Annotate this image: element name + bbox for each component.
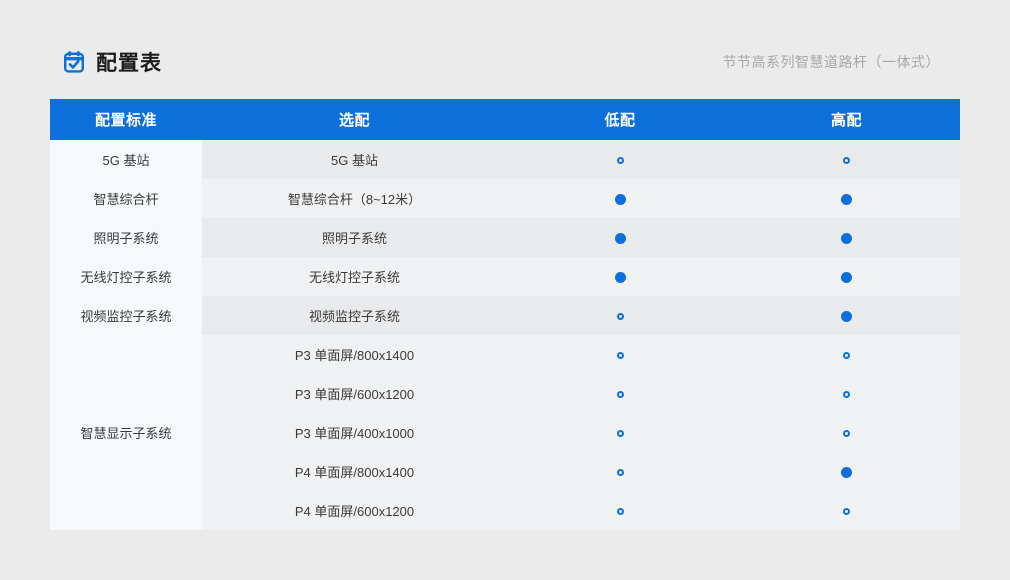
page-header: 配置表 节节高系列智慧道路杆（一体式）: [62, 47, 940, 77]
hollow-dot-icon: [616, 313, 624, 321]
table-row: 无线灯控子系统 无线灯控子系统: [50, 257, 960, 296]
option-cell: 照明子系统: [202, 218, 507, 257]
high-config-cell: [733, 140, 960, 179]
table-row: P3 单面屏/400x1000: [50, 413, 960, 452]
hollow-dot-icon: [843, 157, 850, 165]
table-row: 视频监控子系统 视频监控子系统: [50, 296, 960, 335]
high-config-cell: [733, 452, 960, 491]
option-cell: P3 单面屏/800x1400: [202, 335, 507, 374]
filled-dot-icon: [841, 467, 852, 479]
low-config-cell: [507, 257, 733, 296]
filled-dot-icon: [614, 272, 626, 284]
filled-dot-icon: [614, 194, 626, 206]
config-standard-cell: 照明子系统: [50, 218, 202, 257]
high-config-cell: [733, 218, 960, 257]
low-config-cell: [507, 491, 733, 530]
hollow-dot-icon: [843, 391, 850, 399]
option-cell: P4 单面屏/600x1200: [202, 491, 507, 530]
high-config-cell: [733, 335, 960, 374]
table-row: 智慧显示子系统 P3 单面屏/800x1400: [50, 335, 960, 530]
low-config-cell: [507, 140, 733, 179]
filled-dot-icon: [841, 194, 852, 206]
table-row: P3 单面屏/600x1200: [50, 374, 960, 413]
config-standard-cell: 5G 基站: [50, 140, 202, 179]
filled-dot-icon: [841, 233, 852, 245]
filled-dot-icon: [614, 233, 626, 245]
page-subtitle: 节节高系列智慧道路杆（一体式）: [722, 54, 940, 70]
option-cell: P3 单面屏/600x1200: [202, 374, 507, 413]
hollow-dot-icon: [616, 157, 624, 165]
low-config-cell: [507, 413, 733, 452]
hollow-dot-icon: [843, 352, 850, 360]
hollow-dot-icon: [616, 430, 624, 438]
high-config-cell: [733, 257, 960, 296]
low-config-cell: [507, 452, 733, 491]
config-standard-cell: 智慧综合杆: [50, 179, 202, 218]
hollow-dot-icon: [843, 508, 850, 516]
table-header-row: 配置标准 选配 低配 高配: [50, 99, 960, 140]
calendar-check-icon: [62, 50, 86, 74]
option-cell: 智慧综合杆（8~12米）: [202, 179, 507, 218]
low-config-cell: [507, 374, 733, 413]
filled-dot-icon: [841, 311, 852, 323]
col-header-low: 低配: [507, 99, 733, 140]
col-header-standard: 配置标准: [50, 99, 202, 140]
option-cell: P4 单面屏/800x1400: [202, 452, 507, 491]
low-config-cell: [507, 335, 733, 374]
config-standard-cell: 智慧显示子系统: [50, 335, 202, 530]
option-cell: P3 单面屏/400x1000: [202, 413, 507, 452]
table-row: 5G 基站 5G 基站: [50, 140, 960, 179]
config-table-body: 5G 基站 5G 基站 智慧综合杆 智慧综合杆（8~12米） 照明子系统 照明子系统 无线灯…: [50, 140, 960, 530]
config-standard-cell: 无线灯控子系统: [50, 257, 202, 296]
config-table: 配置标准 选配 低配 高配 5G 基站 5G 基站 智慧综合杆 智慧综合杆（8~12米…: [50, 99, 960, 530]
hollow-dot-icon: [616, 352, 624, 360]
table-row: P4 单面屏/600x1200: [50, 491, 960, 530]
table-row: 智慧综合杆 智慧综合杆（8~12米）: [50, 179, 960, 218]
low-config-cell: [507, 179, 733, 218]
option-cell: 视频监控子系统: [202, 296, 507, 335]
col-header-option: 选配: [202, 99, 507, 140]
config-standard-cell: 视频监控子系统: [50, 296, 202, 335]
hollow-dot-icon: [616, 391, 624, 399]
hollow-dot-icon: [843, 430, 850, 438]
hollow-dot-icon: [616, 508, 624, 516]
filled-dot-icon: [841, 272, 852, 284]
high-config-cell: [733, 179, 960, 218]
high-config-cell: [733, 374, 960, 413]
page-title: 配置表: [96, 52, 162, 75]
table-row: P4 单面屏/800x1400: [50, 452, 960, 491]
table-row: 照明子系统 照明子系统: [50, 218, 960, 257]
high-config-cell: [733, 491, 960, 530]
col-header-high: 高配: [733, 99, 960, 140]
option-cell: 5G 基站: [202, 140, 507, 179]
high-config-cell: [733, 296, 960, 335]
low-config-cell: [507, 218, 733, 257]
option-cell: 无线灯控子系统: [202, 257, 507, 296]
hollow-dot-icon: [616, 469, 624, 477]
low-config-cell: [507, 296, 733, 335]
high-config-cell: [733, 413, 960, 452]
